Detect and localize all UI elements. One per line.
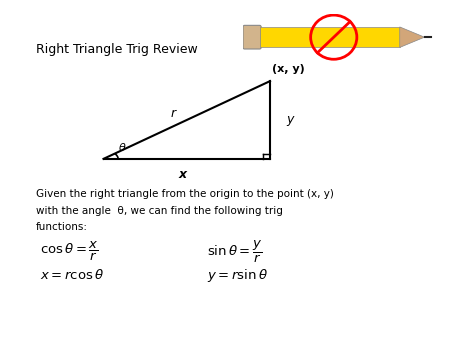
Text: Right Triangle Trig Review: Right Triangle Trig Review <box>36 43 198 55</box>
Text: functions:: functions: <box>36 222 88 232</box>
Text: $x=r\cos\theta$: $x=r\cos\theta$ <box>40 268 105 283</box>
Text: (x, y): (x, y) <box>272 64 305 74</box>
Text: with the angle  θ, we can find the following trig: with the angle θ, we can find the follow… <box>36 206 283 216</box>
Polygon shape <box>400 27 424 47</box>
Text: x: x <box>178 168 186 180</box>
Text: y: y <box>287 114 294 126</box>
Text: θ: θ <box>119 143 126 153</box>
Polygon shape <box>260 27 400 47</box>
Text: Given the right triangle from the origin to the point (x, y): Given the right triangle from the origin… <box>36 189 334 199</box>
Text: $\sin\theta=\dfrac{y}{r}$: $\sin\theta=\dfrac{y}{r}$ <box>207 239 262 265</box>
Text: r: r <box>171 107 176 120</box>
Text: $\cos\theta=\dfrac{x}{r}$: $\cos\theta=\dfrac{x}{r}$ <box>40 240 99 263</box>
Text: $y=r\sin\theta$: $y=r\sin\theta$ <box>207 267 268 284</box>
FancyBboxPatch shape <box>243 25 261 49</box>
